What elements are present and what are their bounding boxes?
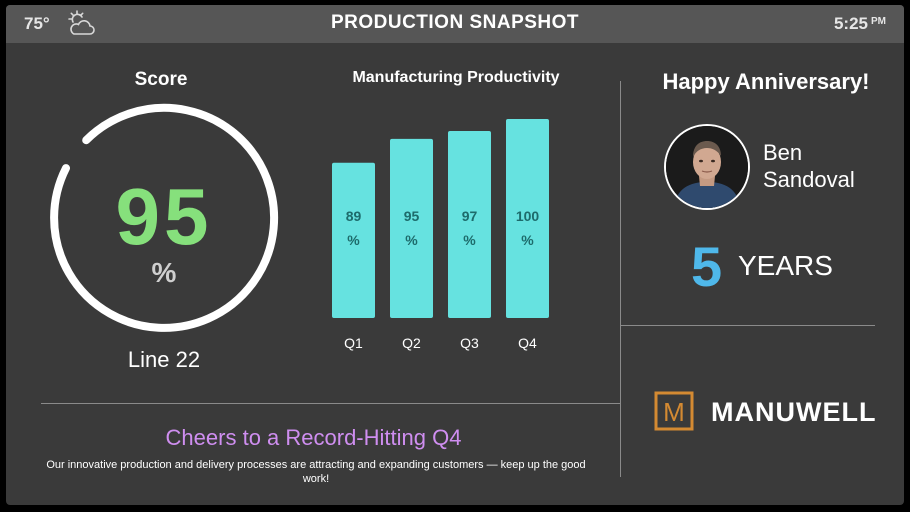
logo-letter: M: [663, 397, 685, 427]
message-headline: Cheers to a Record-Hitting Q4: [165, 425, 462, 450]
bar-unit-label: %: [405, 232, 418, 248]
x-tick-label: Q2: [402, 335, 421, 351]
clock-time: 5:25: [833, 14, 868, 33]
vertical-divider: [620, 81, 621, 477]
years-count: 5: [691, 235, 723, 298]
horizontal-divider-left: [41, 403, 620, 404]
top-bar: 75° PRODUCTION SNAPSHOT 5:25 PM: [6, 5, 904, 43]
x-tick-label: Q3: [460, 335, 479, 351]
chart-title: Manufacturing Productivity: [352, 69, 560, 86]
message-body: Our innovative production and delivery p…: [46, 459, 586, 485]
clock-ampm: PM: [871, 16, 886, 27]
score-value: 95: [115, 172, 213, 261]
person-photo: [666, 126, 748, 208]
productivity-bar-chart: 89% Q1 95% Q2 97% Q3 100% Q4: [332, 119, 549, 351]
manuwell-logo-icon: M: [654, 391, 694, 431]
horizontal-divider-right: [621, 325, 875, 326]
bar-unit-label: %: [347, 232, 360, 248]
employee-last-name: Sandoval: [763, 167, 855, 192]
employee-first-name: Ben: [763, 140, 803, 165]
bar-q4: [506, 119, 549, 318]
score-title: Score: [134, 69, 188, 90]
score-unit: %: [151, 257, 177, 288]
bar-value-label: 100: [516, 208, 540, 224]
brand-name: MANUWELL: [711, 397, 877, 427]
dashboard-screen: 75° PRODUCTION SNAPSHOT 5:25 PM Score 95 …: [6, 5, 904, 505]
score-gauge-arc: [50, 103, 279, 332]
x-tick-label: Q1: [344, 335, 363, 351]
bar-value-label: 89: [346, 208, 362, 224]
partly-cloudy-icon: [68, 10, 95, 35]
line-label: Line 22: [127, 347, 201, 372]
bar-q3: [448, 130, 491, 318]
years-label: YEARS: [738, 250, 833, 281]
anniversary-title: Happy Anniversary!: [662, 69, 870, 94]
clock: 5:25 PM: [834, 14, 886, 34]
temperature: 75°: [24, 14, 50, 33]
bar-unit-label: %: [521, 232, 534, 248]
bar-value-label: 95: [404, 208, 420, 224]
page-title: PRODUCTION SNAPSHOT: [330, 12, 580, 33]
bar-q1: [332, 162, 375, 318]
bar-value-label: 97: [462, 208, 478, 224]
score-gauge: [50, 103, 279, 332]
avatar: [664, 124, 750, 210]
x-tick-label: Q4: [518, 335, 537, 351]
bar-unit-label: %: [463, 232, 476, 248]
bar-q2: [390, 138, 433, 318]
